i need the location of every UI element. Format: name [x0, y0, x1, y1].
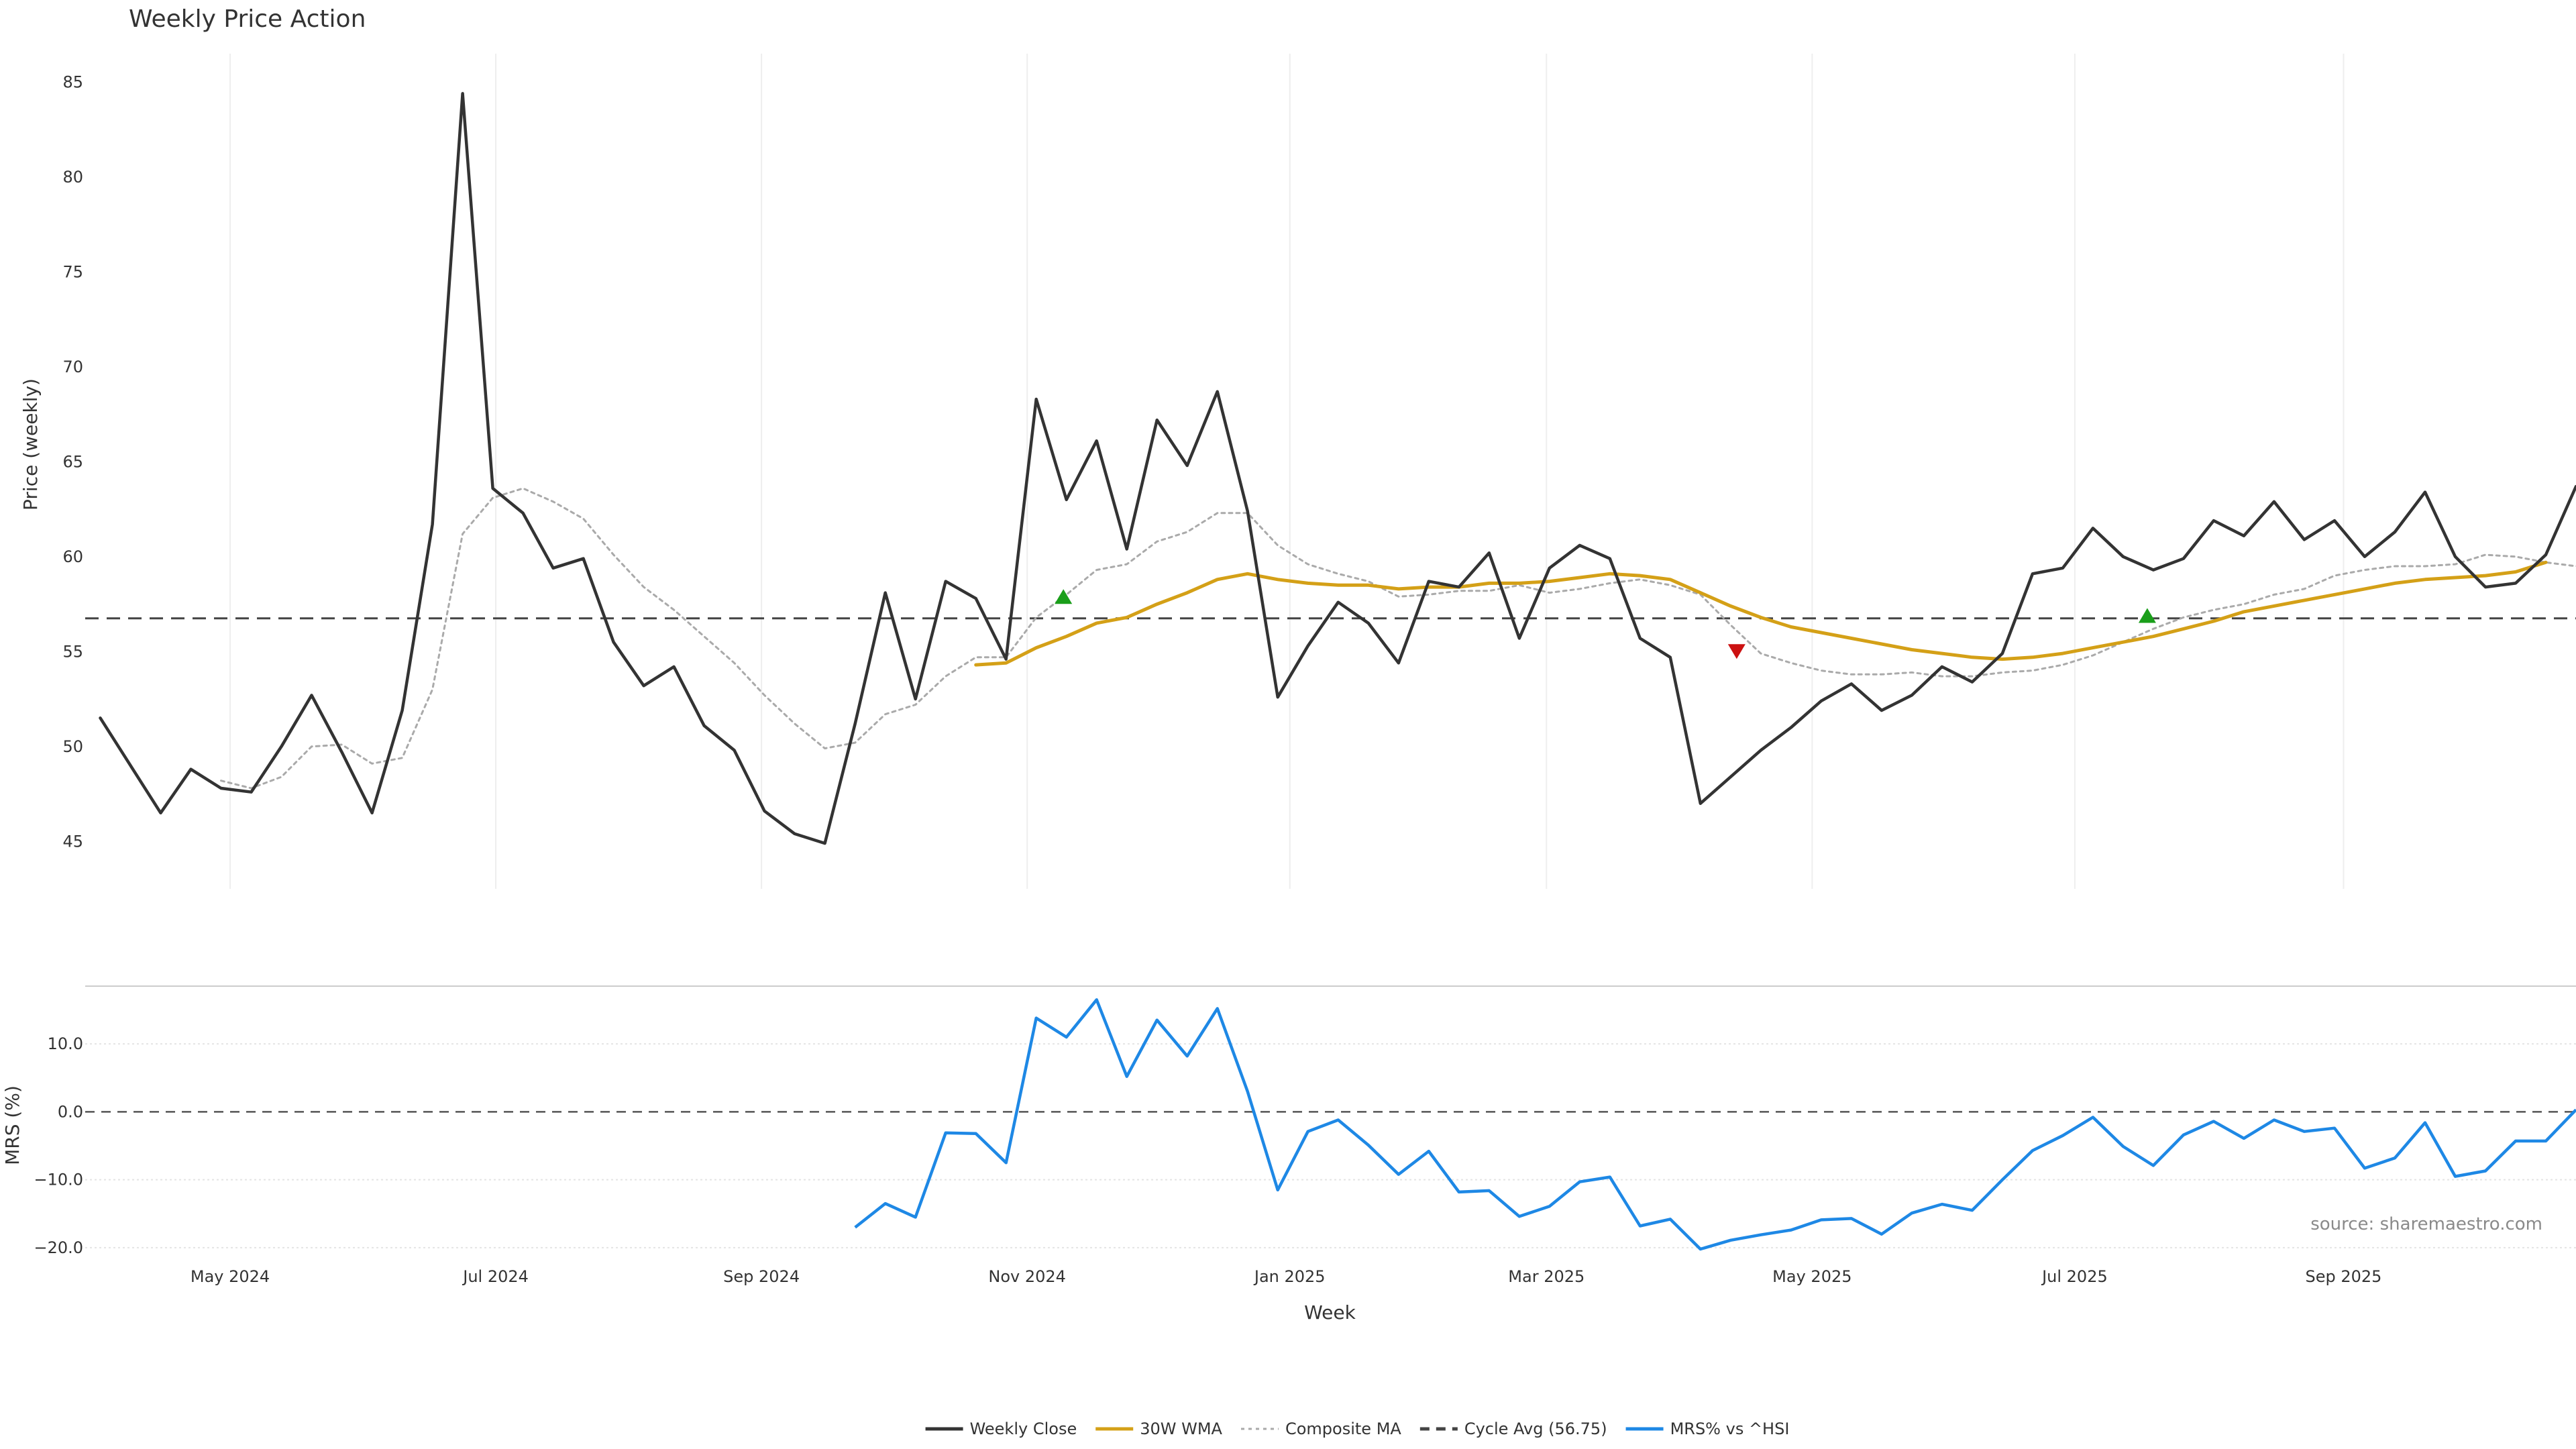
price-grid [229, 54, 2345, 889]
buy-signal-marker [1055, 589, 1073, 604]
legend-label: Composite MA [1285, 1419, 1401, 1438]
x-tick-label: Sep 2025 [2305, 1267, 2381, 1286]
legend-label: MRS% vs ^HSI [1670, 1419, 1790, 1438]
series-mrs [854, 998, 2576, 1251]
price-y-tick-label: 85 [62, 72, 83, 91]
mrs-y-tick-label: −20.0 [34, 1238, 83, 1257]
legend: Weekly Close 30W WMA Composite MA Cycle Avg… [925, 1419, 1790, 1438]
mrs-y-tick-label: 10.0 [48, 1034, 83, 1053]
price-y-tick-label: 70 [62, 358, 83, 376]
price-y-ticks: 45 50 55 60 65 70 75 80 85 [62, 72, 83, 851]
price-y-tick-label: 60 [62, 547, 83, 566]
x-tick-label: Jul 2024 [462, 1267, 529, 1286]
x-axis-ticks: May 2024 Jul 2024 Sep 2024 Nov 2024 Jan 2025… [191, 1267, 2382, 1286]
series-wma [974, 560, 2548, 667]
chart-title: Weekly Price Action [129, 5, 366, 33]
price-y-tick-label: 55 [62, 642, 83, 661]
price-panel: 45 50 55 60 65 70 75 80 85 Price (weekly) [19, 54, 2576, 889]
series-weekly-close [99, 92, 2576, 845]
legend-label: 30W WMA [1140, 1419, 1222, 1438]
x-tick-label: Jan 2025 [1253, 1267, 1326, 1286]
mrs-series [854, 998, 2576, 1251]
x-tick-label: Nov 2024 [988, 1267, 1066, 1286]
mrs-y-tick-label: 0.0 [58, 1102, 83, 1121]
mrs-y-tick-label: −10.0 [34, 1171, 83, 1189]
price-y-tick-label: 65 [62, 452, 83, 471]
price-y-tick-label: 50 [62, 737, 83, 756]
price-series [99, 92, 2576, 845]
mrs-panel: −20.0 −10.0 0.0 10.0 MRS (%) source: sharem… [1, 985, 2576, 1257]
buy-signal-marker [2138, 608, 2156, 623]
signal-markers [1055, 589, 2156, 659]
x-tick-label: Jul 2025 [2041, 1267, 2108, 1286]
price-y-tick-label: 80 [62, 168, 83, 186]
x-tick-label: Sep 2024 [723, 1267, 800, 1286]
legend-label: Cycle Avg (56.75) [1464, 1419, 1607, 1438]
mrs-y-axis-label: MRS (%) [1, 1085, 23, 1165]
series-composite [220, 487, 2576, 790]
legend-label: Weekly Close [970, 1419, 1077, 1438]
source-label: source: sharemaestro.com [2310, 1214, 2542, 1234]
x-tick-label: May 2025 [1772, 1267, 1851, 1286]
price-y-tick-label: 45 [62, 832, 83, 851]
price-y-tick-label: 75 [62, 262, 83, 281]
price-y-axis-label: Price (weekly) [19, 378, 42, 511]
x-tick-label: Mar 2025 [1508, 1267, 1585, 1286]
mrs-y-ticks: −20.0 −10.0 0.0 10.0 [34, 1034, 83, 1257]
x-axis-label: Week [1304, 1301, 1356, 1324]
x-tick-label: May 2024 [191, 1267, 270, 1286]
sell-signal-marker [1727, 644, 1746, 659]
mrs-grid [85, 1043, 2576, 1248]
